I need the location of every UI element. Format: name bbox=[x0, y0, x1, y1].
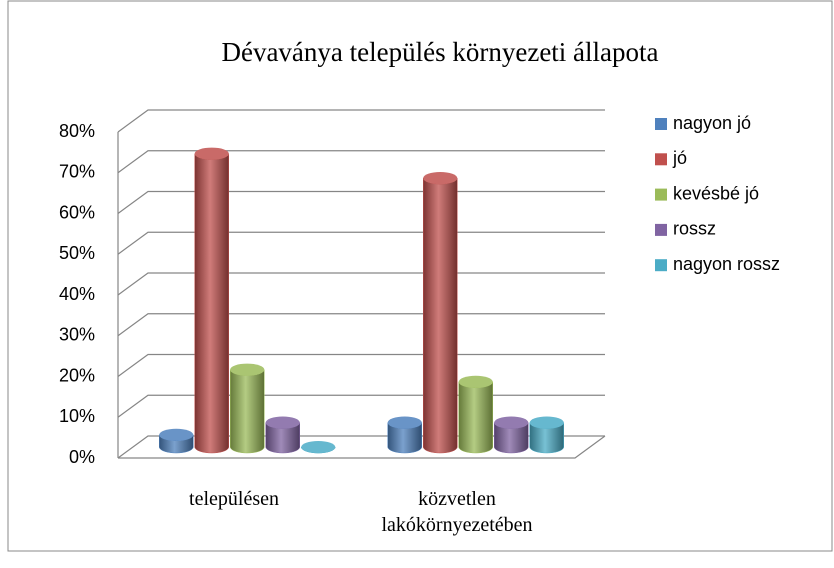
legend-swatch bbox=[655, 259, 667, 272]
bar-top bbox=[423, 172, 458, 185]
y-tick-label: 50% bbox=[59, 243, 95, 263]
legend-label: jó bbox=[672, 148, 687, 168]
y-tick-label: 60% bbox=[59, 202, 95, 222]
y-tick-label: 20% bbox=[59, 365, 95, 385]
bar-top bbox=[494, 416, 529, 429]
grid-line bbox=[117, 231, 605, 255]
y-tick-label: 40% bbox=[59, 284, 95, 304]
bar bbox=[458, 381, 493, 454]
grid-line bbox=[117, 313, 605, 337]
legend-label: nagyon jó bbox=[673, 113, 751, 133]
legend-swatch bbox=[655, 118, 667, 130]
y-tick-label: 30% bbox=[59, 325, 95, 345]
y-tick-label: 70% bbox=[59, 162, 95, 182]
chart-frame bbox=[7, 0, 833, 552]
grid-line bbox=[117, 150, 605, 174]
floor-edge bbox=[118, 435, 606, 459]
bar-top bbox=[265, 416, 300, 429]
legend-label: nagyon rossz bbox=[673, 254, 780, 274]
grid-line bbox=[117, 190, 605, 214]
x-tick-label: településen bbox=[189, 488, 279, 510]
legend-label: kevésbé jó bbox=[673, 183, 759, 203]
bar bbox=[230, 369, 265, 454]
bar bbox=[194, 153, 229, 454]
bar-top bbox=[230, 363, 265, 376]
bar-top bbox=[301, 441, 336, 453]
bar bbox=[423, 178, 458, 454]
legend-swatch bbox=[655, 188, 667, 201]
legend-swatch bbox=[655, 153, 667, 166]
y-tick-label: 0% bbox=[69, 447, 95, 467]
bar-top bbox=[387, 416, 422, 429]
x-tick-label: közvetlen lakókörnyezetében bbox=[381, 488, 533, 536]
bar-top bbox=[194, 147, 229, 160]
y-tick-label: 80% bbox=[59, 121, 95, 141]
chart-title: Dévaványa település környezeti állapota bbox=[221, 37, 658, 67]
legend-swatch bbox=[655, 223, 667, 236]
legend-label: rossz bbox=[673, 219, 716, 239]
grid-line bbox=[117, 109, 605, 133]
bar-top bbox=[458, 375, 493, 388]
bar-top bbox=[529, 416, 564, 429]
grid-line bbox=[117, 272, 605, 296]
bar-top bbox=[159, 428, 194, 441]
y-tick-label: 10% bbox=[59, 406, 95, 426]
grid-line bbox=[117, 353, 605, 377]
grid-line bbox=[117, 394, 605, 418]
